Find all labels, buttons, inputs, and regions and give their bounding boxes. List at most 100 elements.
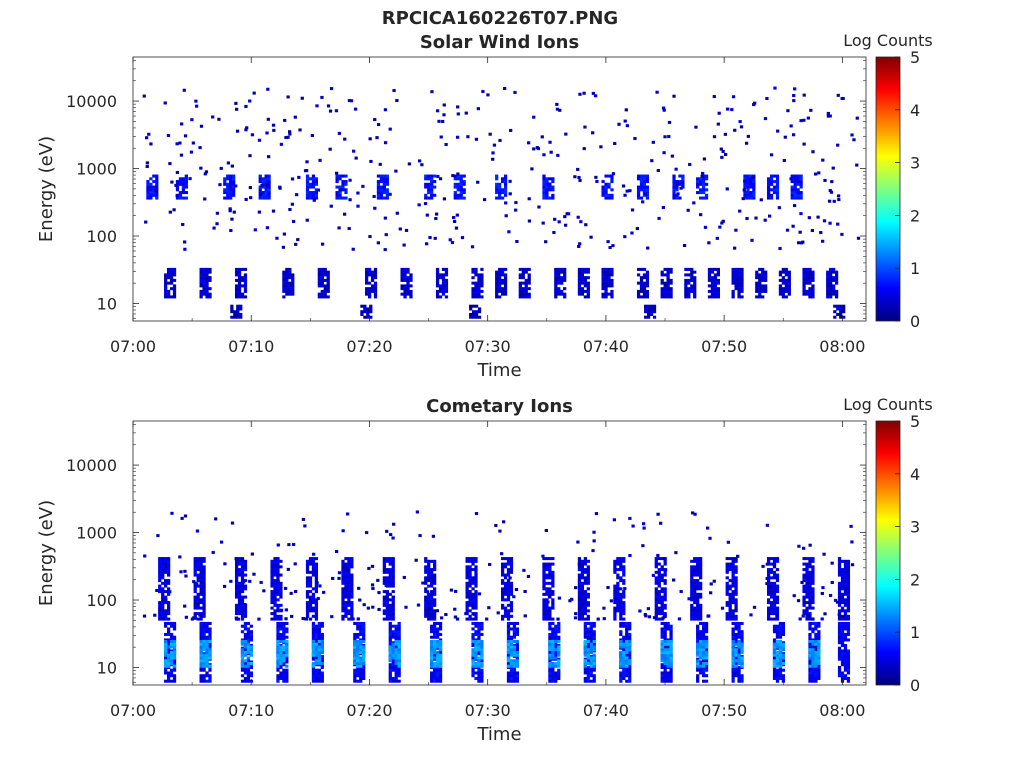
- band-cell: [583, 576, 587, 580]
- scatter-cell: [347, 99, 352, 103]
- band-cell: [690, 609, 694, 613]
- band-cell: [625, 630, 629, 634]
- band-cell: [433, 632, 437, 636]
- band-cell: [317, 676, 321, 680]
- band-cell: [846, 665, 851, 669]
- band-cell: [696, 592, 700, 596]
- band-cell: [237, 573, 242, 577]
- band-cell: [737, 632, 741, 636]
- band-cell: [472, 310, 476, 314]
- band-cell: [249, 624, 253, 628]
- band-cell: [430, 174, 434, 178]
- band-cell: [628, 624, 632, 628]
- band-cell: [365, 287, 369, 291]
- band-cell: [430, 612, 434, 616]
- band-cell: [586, 650, 590, 655]
- band-cell: [276, 570, 280, 574]
- band-cell: [734, 276, 738, 280]
- scatter-cell: [356, 191, 360, 195]
- band-cell: [554, 630, 558, 634]
- band-cell: [811, 656, 815, 660]
- band-cell: [628, 635, 632, 639]
- band-cell: [666, 664, 670, 668]
- band-cell: [388, 612, 392, 616]
- band-cell: [557, 650, 561, 655]
- band-cell: [208, 276, 212, 280]
- band-cell: [515, 657, 520, 661]
- band-cell: [592, 645, 596, 649]
- band-cell: [663, 627, 667, 631]
- band-cell: [548, 562, 552, 566]
- band-cell: [725, 601, 729, 605]
- band-cell: [435, 679, 440, 683]
- band-cell: [172, 645, 177, 649]
- band-cell: [704, 182, 709, 186]
- band-cell: [362, 643, 366, 647]
- band-cell: [397, 642, 401, 646]
- band-cell: [731, 632, 735, 636]
- band-cell: [772, 650, 777, 655]
- band-cell: [577, 617, 582, 621]
- band-cell: [693, 601, 697, 605]
- scatter-cell: [491, 151, 495, 155]
- scatter-cell: [181, 222, 185, 226]
- band-cell: [639, 278, 644, 282]
- band-cell: [353, 635, 357, 639]
- band-cell: [246, 638, 251, 642]
- band-cell: [394, 676, 398, 680]
- scatter-cell: [836, 143, 840, 147]
- scatter-cell: [194, 104, 199, 108]
- band-cell: [314, 180, 319, 184]
- band-cell: [506, 627, 511, 631]
- band-cell: [344, 612, 348, 616]
- band-cell: [498, 267, 502, 271]
- band-cell: [799, 174, 803, 178]
- band-cell: [586, 595, 590, 599]
- band-cell: [592, 624, 596, 628]
- band-cell: [305, 174, 310, 178]
- band-cell: [246, 641, 251, 645]
- band-cell: [645, 281, 650, 285]
- band-cell: [778, 650, 783, 655]
- band-cell: [243, 635, 248, 639]
- band-cell: [542, 177, 546, 181]
- band-cell: [239, 304, 243, 308]
- band-cell: [506, 587, 511, 591]
- band-cell: [811, 295, 815, 299]
- band-cell: [438, 676, 443, 680]
- band-cell: [477, 292, 481, 296]
- band-cell: [397, 638, 401, 642]
- band-cell: [181, 185, 186, 189]
- band-cell: [146, 193, 150, 197]
- band-cell: [435, 674, 440, 678]
- band-cell: [503, 292, 508, 296]
- band-cell: [433, 674, 437, 678]
- scatter-cell: [558, 108, 562, 112]
- band-cell: [205, 650, 209, 655]
- band-cell: [435, 630, 440, 634]
- band-cell: [243, 676, 248, 680]
- band-cell: [430, 656, 434, 660]
- band-cell: [663, 284, 667, 288]
- band-cell: [583, 659, 587, 663]
- band-cell: [356, 639, 360, 644]
- band-cell: [240, 668, 245, 672]
- scatter-cell: [352, 149, 356, 153]
- band-cell: [740, 659, 744, 663]
- band-cell: [270, 598, 274, 602]
- band-cell: [279, 671, 283, 675]
- band-cell: [678, 196, 682, 200]
- band-cell: [616, 606, 620, 610]
- band-cell: [506, 676, 511, 680]
- band-cell: [285, 270, 289, 274]
- scatter-cell: [142, 94, 146, 98]
- band-cell: [311, 598, 316, 602]
- band-cell: [793, 180, 797, 184]
- scatter-cell: [183, 240, 187, 244]
- scatter-cell: [474, 137, 479, 141]
- scatter-cell: [782, 158, 786, 163]
- band-cell: [379, 180, 384, 184]
- band-cell: [557, 292, 561, 296]
- band-cell: [699, 182, 703, 186]
- band-cell: [616, 587, 620, 591]
